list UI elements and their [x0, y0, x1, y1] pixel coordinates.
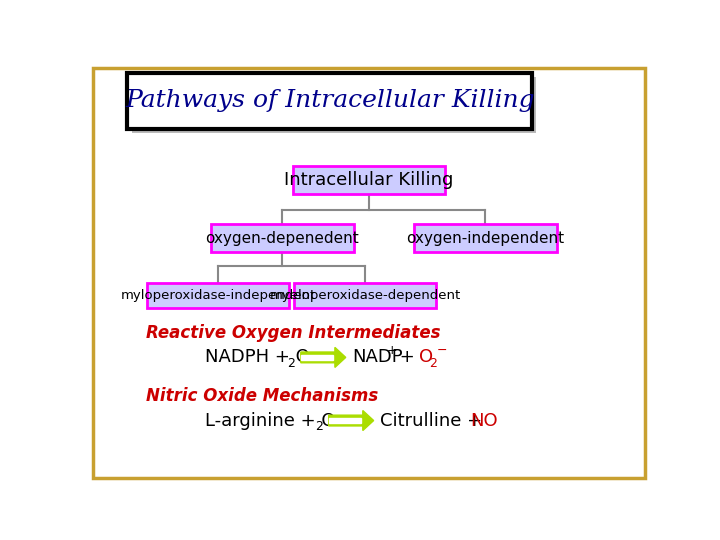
FancyBboxPatch shape: [132, 77, 536, 132]
Polygon shape: [301, 355, 333, 360]
Text: 2: 2: [315, 420, 323, 433]
Polygon shape: [301, 347, 346, 367]
FancyBboxPatch shape: [127, 73, 532, 129]
Polygon shape: [329, 410, 374, 430]
Text: NADPH + O: NADPH + O: [204, 348, 310, 367]
Text: NADP: NADP: [352, 348, 402, 367]
FancyBboxPatch shape: [294, 284, 436, 308]
FancyBboxPatch shape: [413, 224, 557, 252]
FancyBboxPatch shape: [210, 224, 354, 252]
Text: oxygen-independent: oxygen-independent: [406, 231, 564, 246]
Text: myloperoxidase-independent: myloperoxidase-independent: [120, 289, 315, 302]
Text: Nitric Oxide Mechanisms: Nitric Oxide Mechanisms: [145, 387, 378, 405]
Text: O: O: [419, 348, 433, 367]
Text: +: +: [387, 344, 397, 357]
Text: myeloperoxidase-dependent: myeloperoxidase-dependent: [269, 289, 461, 302]
Text: Reactive Oxygen Intermediates: Reactive Oxygen Intermediates: [145, 324, 441, 342]
FancyBboxPatch shape: [294, 166, 444, 194]
Text: NO: NO: [469, 411, 498, 429]
Text: 2: 2: [287, 357, 295, 370]
Text: 2: 2: [429, 357, 437, 370]
Text: Citrulline +: Citrulline +: [380, 411, 487, 429]
Text: L-arginine + O: L-arginine + O: [204, 411, 336, 429]
Polygon shape: [329, 418, 361, 423]
Text: Intracellular Killing: Intracellular Killing: [284, 171, 454, 190]
FancyBboxPatch shape: [147, 284, 289, 308]
Text: −: −: [436, 344, 447, 357]
Text: +: +: [394, 348, 420, 367]
Text: oxygen-depenedent: oxygen-depenedent: [205, 231, 359, 246]
Text: Pathways of Intracellular Killing: Pathways of Intracellular Killing: [125, 89, 535, 112]
